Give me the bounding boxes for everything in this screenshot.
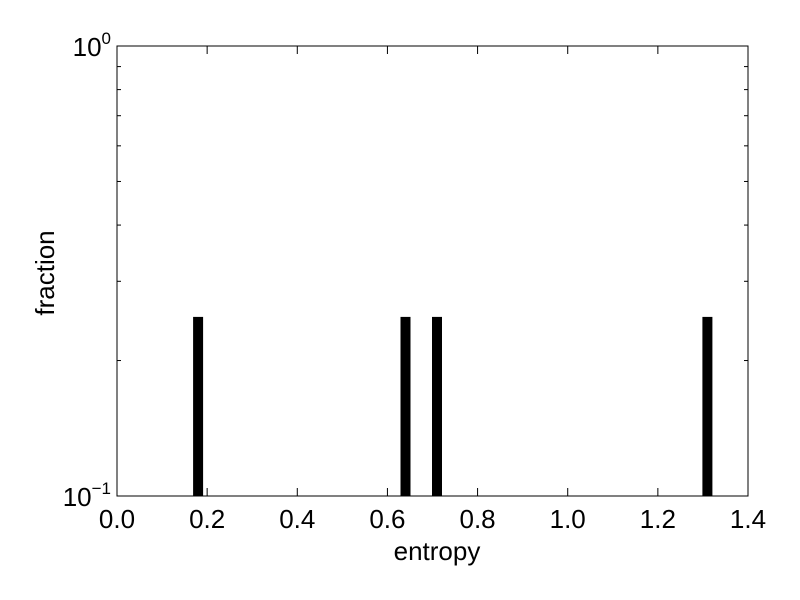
- minor-ticks-layer: [117, 66, 748, 362]
- x-tick-label: 1.4: [730, 504, 766, 534]
- x-tick-labels: 0.0 0.2 0.4 0.6 0.8 1.0 1.2 1.4: [99, 504, 766, 534]
- bar-3: [432, 316, 442, 496]
- bar-1: [193, 316, 204, 496]
- plot-area-frame: [116, 45, 749, 497]
- bar-4: [702, 316, 713, 496]
- x-tick-label: 1.2: [640, 504, 676, 534]
- y-tick-labels: 100 10−1: [63, 29, 111, 512]
- y-tick-label: 100: [73, 29, 111, 62]
- y-axis-title: fraction: [30, 230, 60, 315]
- bars-layer: [193, 316, 713, 496]
- bar-2: [400, 316, 411, 496]
- x-tick-label: 1.0: [550, 504, 586, 534]
- y-tick-label: 10−1: [63, 479, 111, 512]
- x-tick-label: 0.2: [189, 504, 225, 534]
- x-axis-title: entropy: [394, 536, 481, 566]
- x-tick-label: 0.4: [279, 504, 315, 534]
- x-tick-label: 0.0: [99, 504, 135, 534]
- x-tick-label: 0.8: [459, 504, 495, 534]
- x-tick-label: 0.6: [369, 504, 405, 534]
